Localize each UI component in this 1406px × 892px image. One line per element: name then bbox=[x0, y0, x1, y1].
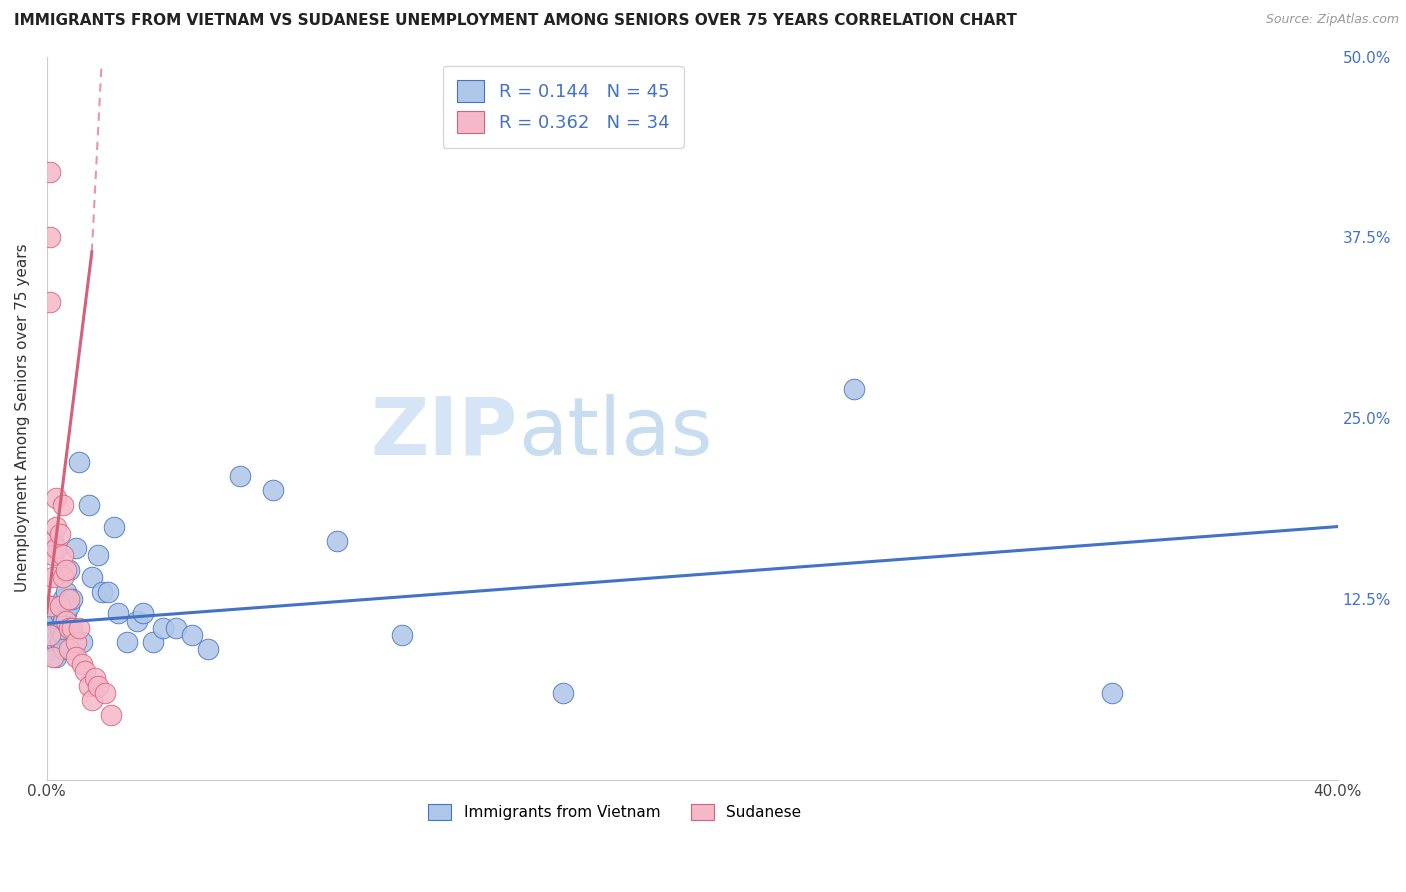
Point bbox=[67, 621, 90, 635]
Point bbox=[58, 621, 80, 635]
Point bbox=[75, 664, 97, 678]
Point bbox=[42, 599, 65, 613]
Point bbox=[45, 519, 67, 533]
Point bbox=[152, 621, 174, 635]
Point bbox=[45, 614, 67, 628]
Point bbox=[52, 614, 75, 628]
Point bbox=[42, 570, 65, 584]
Legend: Immigrants from Vietnam, Sudanese: Immigrants from Vietnam, Sudanese bbox=[422, 798, 807, 826]
Point bbox=[100, 707, 122, 722]
Point bbox=[84, 672, 107, 686]
Point bbox=[65, 649, 87, 664]
Point bbox=[326, 534, 349, 549]
Point bbox=[52, 498, 75, 512]
Point bbox=[42, 649, 65, 664]
Point bbox=[62, 591, 84, 606]
Point bbox=[58, 563, 80, 577]
Text: IMMIGRANTS FROM VIETNAM VS SUDANESE UNEMPLOYMENT AMONG SENIORS OVER 75 YEARS COR: IMMIGRANTS FROM VIETNAM VS SUDANESE UNEM… bbox=[14, 13, 1017, 29]
Point bbox=[38, 628, 60, 642]
Point bbox=[52, 570, 75, 584]
Point bbox=[52, 549, 75, 563]
Point bbox=[48, 526, 70, 541]
Point bbox=[180, 628, 202, 642]
Point bbox=[77, 498, 100, 512]
Point bbox=[1101, 686, 1123, 700]
Point bbox=[103, 519, 125, 533]
Point bbox=[67, 454, 90, 468]
Point bbox=[80, 570, 103, 584]
Point bbox=[38, 599, 60, 613]
Point bbox=[65, 541, 87, 556]
Point bbox=[197, 642, 219, 657]
Point bbox=[132, 607, 155, 621]
Point bbox=[87, 679, 110, 693]
Point bbox=[48, 607, 70, 621]
Point bbox=[70, 635, 93, 649]
Point bbox=[38, 295, 60, 310]
Point bbox=[38, 165, 60, 179]
Point bbox=[58, 642, 80, 657]
Point bbox=[52, 642, 75, 657]
Point bbox=[97, 584, 120, 599]
Point bbox=[58, 591, 80, 606]
Point bbox=[77, 679, 100, 693]
Point bbox=[48, 599, 70, 613]
Point bbox=[94, 686, 117, 700]
Point bbox=[87, 549, 110, 563]
Point bbox=[551, 686, 574, 700]
Text: ZIP: ZIP bbox=[371, 393, 517, 472]
Point bbox=[42, 549, 65, 563]
Point bbox=[38, 607, 60, 621]
Point bbox=[229, 469, 252, 483]
Point bbox=[45, 541, 67, 556]
Point bbox=[42, 642, 65, 657]
Point bbox=[58, 599, 80, 613]
Point bbox=[90, 584, 112, 599]
Point bbox=[45, 649, 67, 664]
Point bbox=[55, 614, 77, 628]
Y-axis label: Unemployment Among Seniors over 75 years: Unemployment Among Seniors over 75 years bbox=[15, 244, 30, 592]
Point bbox=[107, 607, 129, 621]
Text: atlas: atlas bbox=[517, 393, 713, 472]
Text: Source: ZipAtlas.com: Source: ZipAtlas.com bbox=[1265, 13, 1399, 27]
Point bbox=[42, 628, 65, 642]
Point bbox=[55, 607, 77, 621]
Point bbox=[38, 621, 60, 635]
Point bbox=[117, 635, 139, 649]
Point bbox=[45, 491, 67, 505]
Point bbox=[142, 635, 165, 649]
Point bbox=[55, 563, 77, 577]
Point bbox=[65, 635, 87, 649]
Point bbox=[48, 635, 70, 649]
Point bbox=[42, 534, 65, 549]
Point bbox=[55, 584, 77, 599]
Point bbox=[52, 591, 75, 606]
Point bbox=[391, 628, 413, 642]
Point bbox=[80, 693, 103, 707]
Point bbox=[38, 230, 60, 244]
Point bbox=[70, 657, 93, 671]
Point bbox=[262, 483, 284, 498]
Point bbox=[165, 621, 187, 635]
Point bbox=[62, 621, 84, 635]
Point bbox=[125, 614, 148, 628]
Point bbox=[45, 635, 67, 649]
Point bbox=[842, 382, 865, 396]
Point bbox=[48, 621, 70, 635]
Point bbox=[52, 628, 75, 642]
